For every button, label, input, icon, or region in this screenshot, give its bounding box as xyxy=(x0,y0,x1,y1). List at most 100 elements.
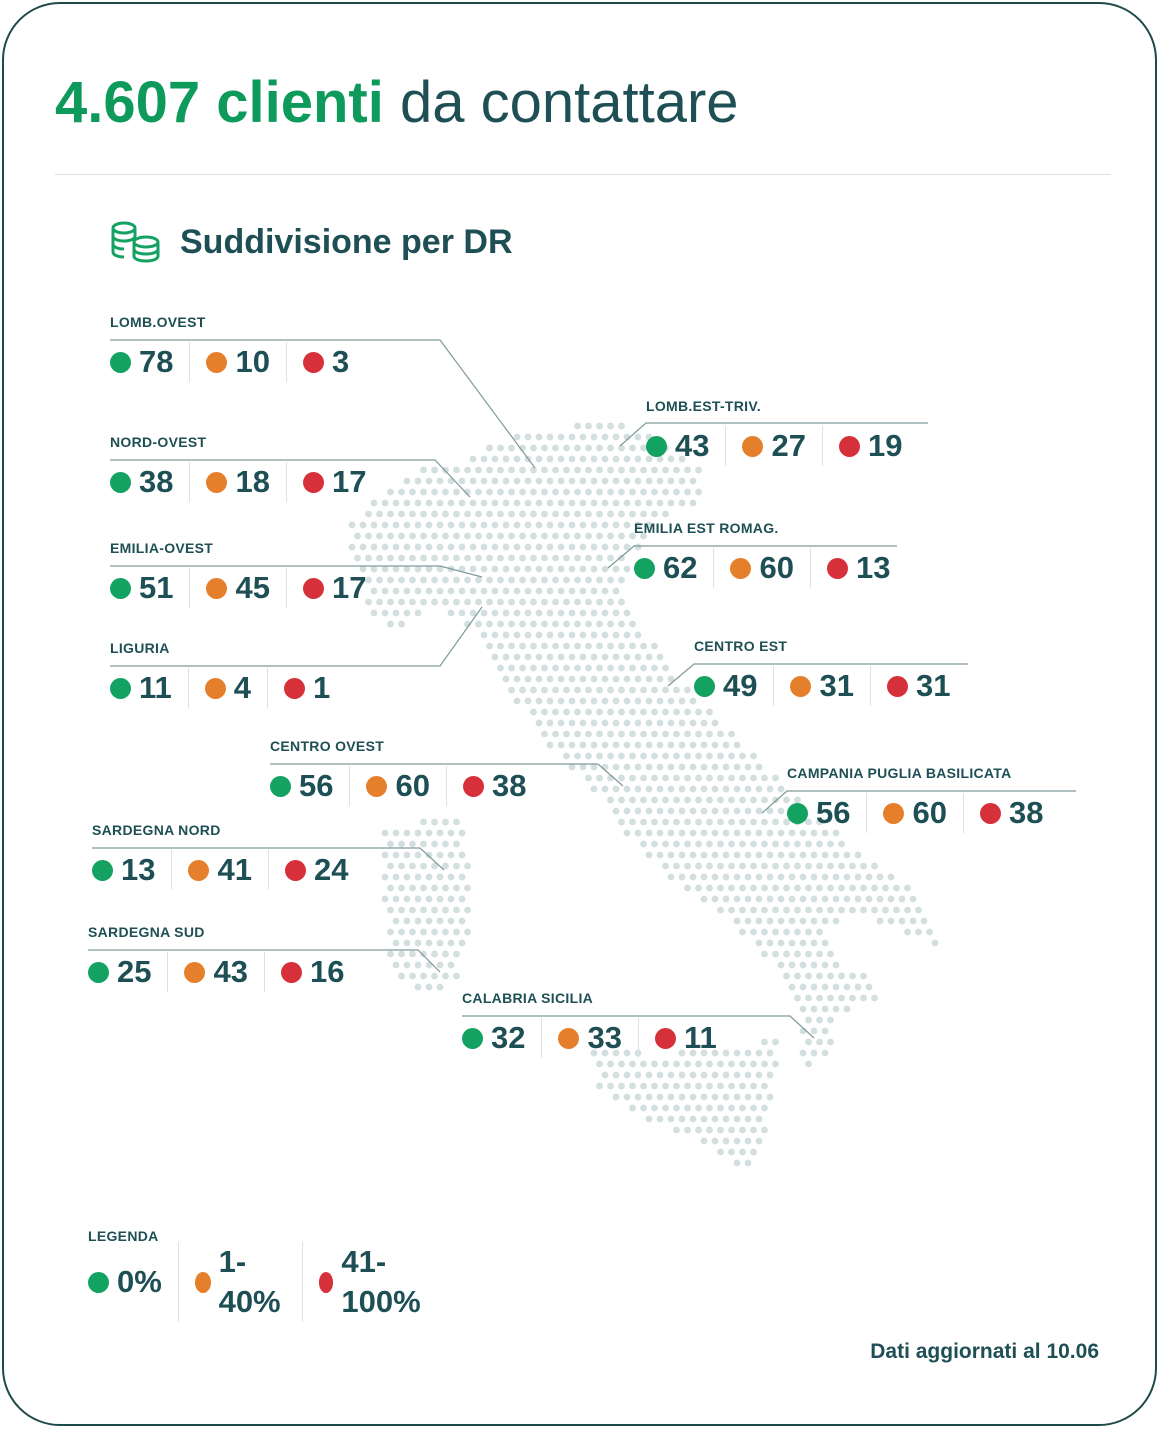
stat-green: 62 xyxy=(634,548,713,588)
stat-orange: 60 xyxy=(349,766,445,806)
red-dot-icon xyxy=(302,471,324,493)
red-dot-icon xyxy=(838,435,860,457)
red-dot-icon xyxy=(979,802,1001,824)
stat-red-value: 17 xyxy=(331,464,367,499)
red-dot-icon xyxy=(302,577,324,599)
region-name: SARDEGNA SUD xyxy=(88,924,205,940)
region-stats: 62 60 13 xyxy=(634,548,906,588)
region-name: CAMPANIA PUGLIA BASILICATA xyxy=(787,765,1012,781)
legend-red: 41-100% xyxy=(301,1242,443,1322)
stat-green: 32 xyxy=(462,1018,541,1058)
stat-red-value: 38 xyxy=(491,768,527,803)
orange-dot-icon xyxy=(558,1027,580,1049)
region-stats: 13 41 24 xyxy=(92,850,364,890)
region-stats: 49 31 31 xyxy=(694,666,966,706)
stat-orange-value: 18 xyxy=(235,464,270,499)
stat-orange: 60 xyxy=(866,793,962,833)
stat-red: 13 xyxy=(809,548,906,588)
legend-row: 0% 1-40% 41-100% xyxy=(88,1242,443,1322)
stat-green-value: 43 xyxy=(675,428,710,463)
stat-green-value: 11 xyxy=(139,670,172,705)
green-dot-icon xyxy=(110,677,131,699)
red-dot-icon xyxy=(284,677,306,699)
stat-orange: 33 xyxy=(541,1018,637,1058)
stat-orange-value: 31 xyxy=(819,668,854,703)
stat-orange: 60 xyxy=(713,548,809,588)
stat-orange-value: 43 xyxy=(213,954,248,989)
legend-green-label: 0% xyxy=(117,1264,162,1299)
stat-orange-value: 60 xyxy=(912,795,947,830)
stat-red-value: 16 xyxy=(309,954,345,989)
stat-green: 49 xyxy=(694,666,773,706)
green-dot-icon xyxy=(88,1271,109,1293)
legend-title: LEGENDA xyxy=(88,1228,159,1244)
region-stats: 25 43 16 xyxy=(88,952,360,992)
orange-dot-icon xyxy=(883,802,905,824)
region-stats: 11 4 1 xyxy=(110,668,346,708)
legend-orange: 1-40% xyxy=(177,1242,302,1322)
region-name: LOMB.EST-TRIV. xyxy=(646,398,761,414)
stat-red-value: 24 xyxy=(313,852,349,887)
region-name: CENTRO OVEST xyxy=(270,738,385,754)
stat-red-value: 17 xyxy=(331,570,367,605)
stat-green-value: 13 xyxy=(121,852,156,887)
title-rest: da contattare xyxy=(399,70,739,135)
orange-dot-icon xyxy=(206,471,228,493)
red-dot-icon xyxy=(826,557,848,579)
stat-orange-value: 27 xyxy=(771,428,806,463)
green-dot-icon xyxy=(110,577,131,599)
stat-orange-value: 60 xyxy=(759,550,794,585)
red-dot-icon xyxy=(302,351,324,373)
stat-orange: 18 xyxy=(189,462,285,502)
stat-orange-value: 10 xyxy=(235,344,270,379)
legend-green: 0% xyxy=(88,1262,178,1302)
stat-green: 51 xyxy=(110,568,189,608)
orange-dot-icon xyxy=(742,435,764,457)
stat-orange: 31 xyxy=(773,666,869,706)
red-dot-icon xyxy=(886,675,908,697)
section-title: Suddivisione per DR xyxy=(180,223,513,261)
stat-red-value: 1 xyxy=(313,670,331,705)
region-name: CALABRIA SICILIA xyxy=(462,990,594,1006)
stat-green-value: 32 xyxy=(491,1020,526,1055)
orange-dot-icon xyxy=(206,351,228,373)
red-dot-icon xyxy=(654,1027,676,1049)
orange-dot-icon xyxy=(194,1271,211,1293)
orange-dot-icon xyxy=(206,577,228,599)
green-dot-icon xyxy=(110,471,131,493)
stat-green-value: 51 xyxy=(139,570,174,605)
green-dot-icon xyxy=(110,351,131,373)
stat-red-value: 19 xyxy=(867,428,903,463)
region-name: NORD-OVEST xyxy=(110,434,207,450)
stat-red-value: 31 xyxy=(915,668,951,703)
red-dot-icon xyxy=(462,775,484,797)
stat-green-value: 78 xyxy=(139,344,174,379)
stat-red-value: 11 xyxy=(683,1020,717,1055)
stat-red: 19 xyxy=(821,426,918,466)
stat-red: 17 xyxy=(285,568,382,608)
stat-red: 17 xyxy=(285,462,382,502)
stat-red: 1 xyxy=(267,668,346,708)
green-dot-icon xyxy=(270,775,291,797)
orange-dot-icon xyxy=(184,961,206,983)
orange-dot-icon xyxy=(366,775,388,797)
stat-green-value: 62 xyxy=(663,550,698,585)
red-dot-icon xyxy=(318,1271,334,1293)
stat-orange: 4 xyxy=(187,668,267,708)
stat-red: 38 xyxy=(445,766,542,806)
stat-orange-value: 41 xyxy=(217,852,252,887)
stat-orange-value: 4 xyxy=(233,670,252,705)
stat-red: 11 xyxy=(637,1018,733,1058)
stat-red: 3 xyxy=(285,342,365,382)
region-stats: 56 60 38 xyxy=(270,766,542,806)
stat-green-value: 56 xyxy=(816,795,851,830)
region-stats: 51 45 17 xyxy=(110,568,382,608)
stat-orange: 41 xyxy=(171,850,267,890)
region-stats: 56 60 38 xyxy=(787,793,1059,833)
stat-orange: 10 xyxy=(189,342,285,382)
stat-orange: 27 xyxy=(725,426,821,466)
stat-red: 24 xyxy=(267,850,364,890)
red-dot-icon xyxy=(280,961,302,983)
green-dot-icon xyxy=(646,435,667,457)
orange-dot-icon xyxy=(730,557,752,579)
